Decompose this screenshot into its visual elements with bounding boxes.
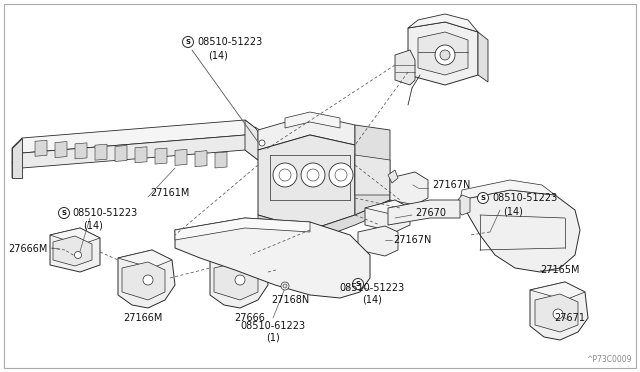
Polygon shape [258,115,355,150]
Text: (14): (14) [83,221,103,231]
Polygon shape [365,200,410,232]
Text: 27165M: 27165M [540,265,580,275]
Polygon shape [395,50,415,85]
Polygon shape [365,200,410,215]
Polygon shape [175,218,310,240]
Circle shape [273,163,297,187]
Circle shape [301,163,325,187]
Text: S: S [481,195,486,201]
Text: ^P73C0009: ^P73C0009 [586,355,632,364]
Text: 27161M: 27161M [150,188,189,198]
Circle shape [143,275,153,285]
Circle shape [329,163,353,187]
Text: S: S [61,210,67,216]
Polygon shape [115,145,127,161]
Text: 27168N: 27168N [271,295,309,305]
Polygon shape [12,120,258,163]
Polygon shape [122,262,165,300]
Text: (14): (14) [208,50,228,60]
Polygon shape [408,22,478,85]
Polygon shape [245,120,268,160]
Polygon shape [355,125,390,215]
Polygon shape [210,250,265,268]
Text: S: S [355,281,360,287]
Circle shape [283,284,287,288]
Text: 27167N: 27167N [432,180,470,190]
Text: 08510-51223: 08510-51223 [72,208,137,218]
Circle shape [281,282,289,290]
Circle shape [235,275,245,285]
Polygon shape [210,250,268,308]
Polygon shape [118,250,172,268]
Text: 27666: 27666 [235,313,266,323]
Circle shape [435,45,455,65]
Circle shape [553,309,563,319]
Text: (1): (1) [266,333,280,343]
Polygon shape [390,172,428,205]
Circle shape [74,251,81,259]
Circle shape [307,169,319,181]
Text: 27671: 27671 [554,313,586,323]
Circle shape [259,140,265,146]
Polygon shape [355,155,390,195]
Polygon shape [135,147,147,163]
Polygon shape [478,32,488,82]
Text: 27166M: 27166M [124,313,163,323]
Text: 08510-61223: 08510-61223 [241,321,305,331]
Circle shape [279,169,291,181]
Polygon shape [258,135,355,230]
Circle shape [335,169,347,181]
Circle shape [440,50,450,60]
Text: 08510-51223: 08510-51223 [197,37,262,47]
Polygon shape [408,14,478,32]
Polygon shape [358,226,398,256]
Polygon shape [214,262,258,300]
Text: 08510-51223: 08510-51223 [492,193,557,203]
Polygon shape [12,138,22,178]
Text: S: S [186,39,191,45]
Text: 08510-51223: 08510-51223 [339,283,404,293]
Polygon shape [50,228,100,272]
Polygon shape [530,282,588,340]
Polygon shape [175,150,187,166]
Polygon shape [175,218,370,298]
Text: 27670: 27670 [415,208,446,218]
Polygon shape [195,151,207,167]
Polygon shape [460,190,580,272]
Polygon shape [535,294,578,332]
Circle shape [477,192,488,203]
Text: 27167N: 27167N [393,235,431,245]
Polygon shape [460,180,555,200]
Polygon shape [50,228,100,245]
Text: (14): (14) [503,206,523,216]
Polygon shape [12,135,258,178]
Polygon shape [55,142,67,158]
Polygon shape [53,236,92,266]
Polygon shape [255,127,268,145]
Polygon shape [155,148,167,164]
Polygon shape [458,195,470,215]
Circle shape [353,279,364,289]
Polygon shape [388,200,460,225]
Polygon shape [35,140,47,156]
Polygon shape [215,152,227,168]
Polygon shape [418,32,468,75]
Polygon shape [285,112,340,128]
Polygon shape [258,200,390,242]
Text: (14): (14) [362,295,382,305]
Polygon shape [274,259,302,282]
Circle shape [182,36,193,48]
Text: 27666M: 27666M [8,244,47,254]
Polygon shape [388,170,398,183]
Polygon shape [75,143,87,159]
Polygon shape [95,144,107,160]
Circle shape [58,208,70,218]
Polygon shape [118,250,175,308]
Polygon shape [530,282,585,300]
